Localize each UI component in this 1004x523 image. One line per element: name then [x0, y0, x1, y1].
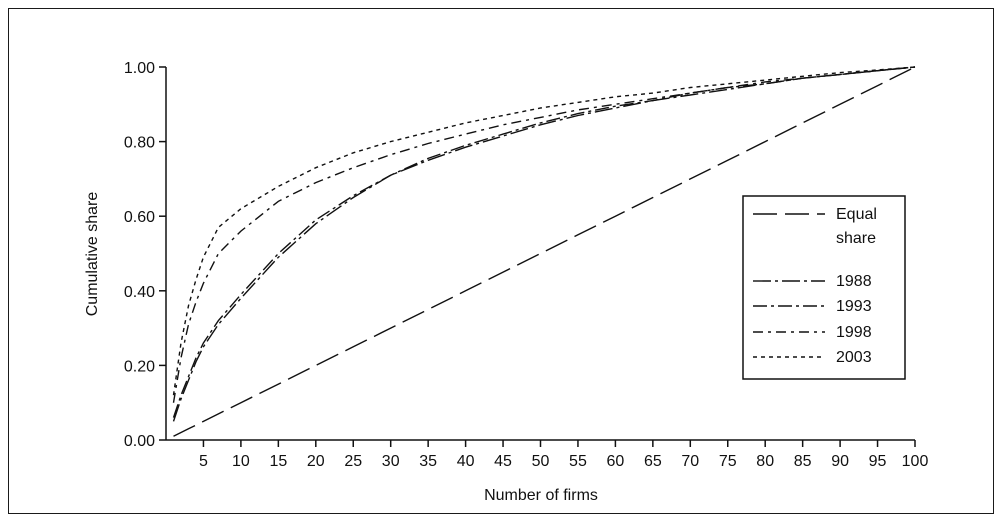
- x-tick-label: 30: [382, 453, 400, 470]
- chart-legend: Equal share 1988 1993 1998 2003: [742, 195, 906, 380]
- legend-label: 1993: [836, 298, 872, 315]
- y-tick-label: 0.20: [124, 358, 155, 375]
- x-tick-label: 75: [719, 453, 737, 470]
- legend-label: 2003: [836, 349, 872, 366]
- x-tick-label: 100: [902, 453, 929, 470]
- y-ticks: 0.00 0.20 0.40 0.60 0.80 1.00: [124, 60, 166, 450]
- y-tick-label: 0.60: [124, 209, 155, 226]
- x-tick-label: 65: [644, 453, 662, 470]
- y-tick-label: 0.80: [124, 135, 155, 152]
- x-axis-title: Number of firms: [484, 487, 598, 504]
- series-lines: [172, 66, 916, 437]
- chart-frame: 0.00 0.20 0.40 0.60 0.80 1.00 5 10 15 20 25 30 35 40…: [8, 8, 994, 514]
- x-tick-label: 15: [269, 453, 287, 470]
- legend-label: share: [836, 230, 876, 247]
- legend-label: 1998: [836, 324, 872, 341]
- legend-box: [742, 195, 906, 380]
- x-tick-label: 95: [869, 453, 887, 470]
- x-tick-label: 45: [494, 453, 512, 470]
- y-tick-label: 1.00: [124, 60, 155, 77]
- x-tick-label: 50: [532, 453, 550, 470]
- y-tick-label: 0.00: [124, 433, 155, 450]
- x-tick-label: 25: [344, 453, 362, 470]
- x-tick-label: 85: [794, 453, 812, 470]
- x-tick-label: 80: [756, 453, 774, 470]
- y-tick-label: 0.40: [124, 284, 155, 301]
- legend-label: Equal: [836, 206, 877, 223]
- x-tick-label: 35: [419, 453, 437, 470]
- x-tick-label: 20: [307, 453, 325, 470]
- x-tick-label: 40: [457, 453, 475, 470]
- series-line-1993: [172, 66, 916, 418]
- x-ticks: 5 10 15 20 25 30 35 40 45 50 55 60 65 70 75 80 85 90 95 100: [199, 440, 928, 470]
- y-axis-title: Cumulative share: [84, 192, 101, 317]
- series-line-1988: [172, 66, 916, 422]
- series-line-equal-share: [173, 66, 916, 437]
- series-line-1998: [172, 66, 916, 403]
- x-tick-label: 10: [232, 453, 250, 470]
- x-tick-label: 60: [607, 453, 625, 470]
- line-chart: 0.00 0.20 0.40 0.60 0.80 1.00 5 10 15 20 25 30 35 40…: [84, 60, 928, 504]
- x-tick-label: 55: [569, 453, 587, 470]
- x-tick-label: 5: [199, 453, 208, 470]
- legend-label: 1988: [836, 273, 872, 290]
- x-tick-label: 70: [681, 453, 699, 470]
- x-tick-label: 90: [831, 453, 849, 470]
